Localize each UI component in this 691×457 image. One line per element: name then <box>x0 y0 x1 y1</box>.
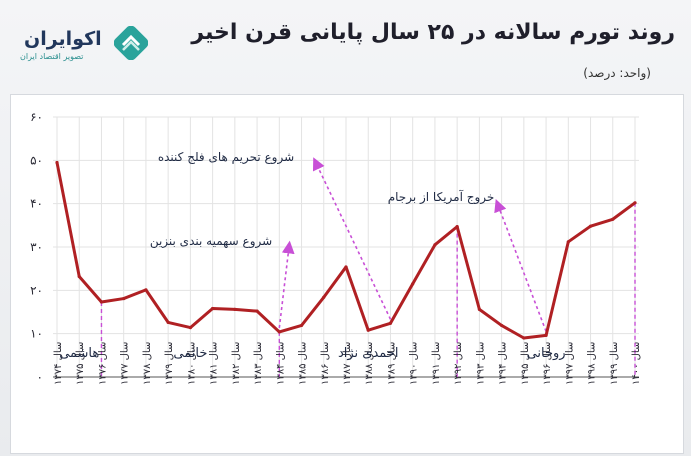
header: روند تورم سالانه در ۲۵ سال پایانی قرن اخ… <box>0 0 691 80</box>
x-tick-label: سال ۱۳۸۲ <box>231 342 242 385</box>
y-tick-label: ۵۰ <box>30 153 43 167</box>
data-point <box>566 240 570 244</box>
inflation-series <box>55 160 637 340</box>
logo: اکوایران تصویر اقتصاد ایران <box>14 24 164 64</box>
data-point <box>500 323 504 328</box>
data-point <box>366 328 370 332</box>
x-tick-label: سال ۱۳۷۴ <box>53 342 64 385</box>
x-axis: سال ۱۳۷۴ سال ۱۳۷۵ سال ۱۳۷۶ سال ۱۳۷۷ سال ۱۳۷۸… <box>53 342 642 385</box>
data-point <box>211 306 215 311</box>
data-point <box>277 330 281 334</box>
x-tick-label: سال ۱۳۸۶ <box>320 342 331 385</box>
annotation-label: خروج آمریکا از برجام <box>388 189 495 205</box>
era-dividers <box>100 202 636 377</box>
data-point <box>455 225 459 229</box>
data-point <box>55 160 59 165</box>
x-tick-label: سال ۱۳۹۹ <box>609 342 620 385</box>
x-tick-label: سال ۱۴۰۰ <box>631 342 642 385</box>
y-tick-label: ۶۰ <box>30 110 43 124</box>
x-tick-label: سال ۱۳۹۶ <box>542 342 553 385</box>
era-label: خاتمی <box>173 346 207 361</box>
data-point <box>344 265 348 269</box>
x-tick-label: سال ۱۳۸۰ <box>186 342 197 385</box>
data-point <box>166 320 170 324</box>
annotation-label: شروع سهمیه بندی بنزین <box>150 234 272 249</box>
data-point <box>188 326 192 330</box>
x-tick-label: سال ۱۳۹۲ <box>453 342 464 385</box>
x-tick-label: سال ۱۳۸۳ <box>253 342 264 385</box>
annotations: شروع تحریم های فلج کننده شروع سهمیه بندی … <box>150 150 547 332</box>
era-label: روحانی <box>527 346 566 361</box>
x-tick-label: سال ۱۳۷۸ <box>142 342 153 385</box>
data-point <box>433 243 437 247</box>
x-tick-label: سال ۱۳۷۵ <box>75 342 86 385</box>
x-tick-label: سال ۱۳۸۴ <box>275 342 286 385</box>
x-tick-label: سال ۱۳۹۷ <box>564 342 575 385</box>
data-point <box>144 288 148 292</box>
x-tick-label: سال ۱۳۷۷ <box>120 342 131 385</box>
y-tick-label: ۰ <box>37 370 43 384</box>
logo-tagline: تصویر اقتصاد ایران <box>20 52 84 61</box>
data-point <box>99 300 104 304</box>
chart-panel: ۰ ۱۰ ۲۰ ۳۰ ۴۰ ۵۰ ۶۰ شروع تحریم های فلج کننده شر… <box>10 94 684 454</box>
data-point <box>122 296 126 301</box>
data-point <box>299 323 304 328</box>
logo-name: اکوایران <box>24 28 102 50</box>
x-tick-label: سال ۱۳۹۵ <box>520 342 531 385</box>
y-tick-label: ۱۰ <box>30 327 43 341</box>
x-tick-label: سال ۱۳۹۱ <box>431 342 442 385</box>
data-point <box>233 307 237 311</box>
annotation-label: شروع تحریم های فلج کننده <box>158 150 294 165</box>
x-tick-label: سال ۱۳۷۹ <box>164 342 175 385</box>
y-tick-label: ۲۰ <box>30 283 43 297</box>
data-point <box>322 295 326 299</box>
annotation-arrow <box>494 199 547 332</box>
y-tick-label: ۳۰ <box>30 240 43 254</box>
data-point <box>388 321 393 325</box>
data-point <box>544 333 548 337</box>
x-tick-label: سال ۱۳۸۱ <box>209 342 220 385</box>
x-tick-label: سال ۱۳۸۷ <box>342 342 353 385</box>
x-tick-label: سال ۱۳۹۸ <box>587 342 598 385</box>
page-title: روند تورم سالانه در ۲۵ سال پایانی قرن اخ… <box>191 20 675 45</box>
data-point <box>77 274 81 279</box>
data-point <box>633 201 637 205</box>
data-point <box>411 282 415 286</box>
era-labels: هاشمی خاتمی احمدی نژاد روحانی <box>59 346 565 361</box>
data-point <box>522 336 526 340</box>
y-tick-label: ۴۰ <box>30 197 43 211</box>
data-point <box>611 217 615 221</box>
x-tick-label: سال ۱۳۸۹ <box>386 342 397 385</box>
unit-label: (واحد: درصد) <box>583 66 651 80</box>
annotation-arrow <box>312 157 392 320</box>
era-label: هاشمی <box>59 346 99 361</box>
ecoiran-logo-icon <box>114 26 148 60</box>
x-tick-label: سال ۱۳۷۶ <box>97 342 108 385</box>
x-tick-label: سال ۱۳۸۸ <box>364 342 375 385</box>
data-point <box>477 307 481 311</box>
y-axis: ۰ ۱۰ ۲۰ ۳۰ ۴۰ ۵۰ ۶۰ <box>30 110 639 384</box>
x-tick-label: سال ۱۳۹۳ <box>475 342 486 385</box>
grid-lines <box>53 116 639 378</box>
era-label: احمدی نژاد <box>338 346 399 361</box>
annotation-arrow <box>278 240 295 329</box>
data-point <box>588 224 593 228</box>
x-tick-label: سال ۱۳۹۴ <box>498 342 509 385</box>
data-point <box>255 309 259 313</box>
x-tick-label: سال ۱۳۸۵ <box>298 342 309 385</box>
x-tick-label: سال ۱۳۹۰ <box>409 342 420 385</box>
